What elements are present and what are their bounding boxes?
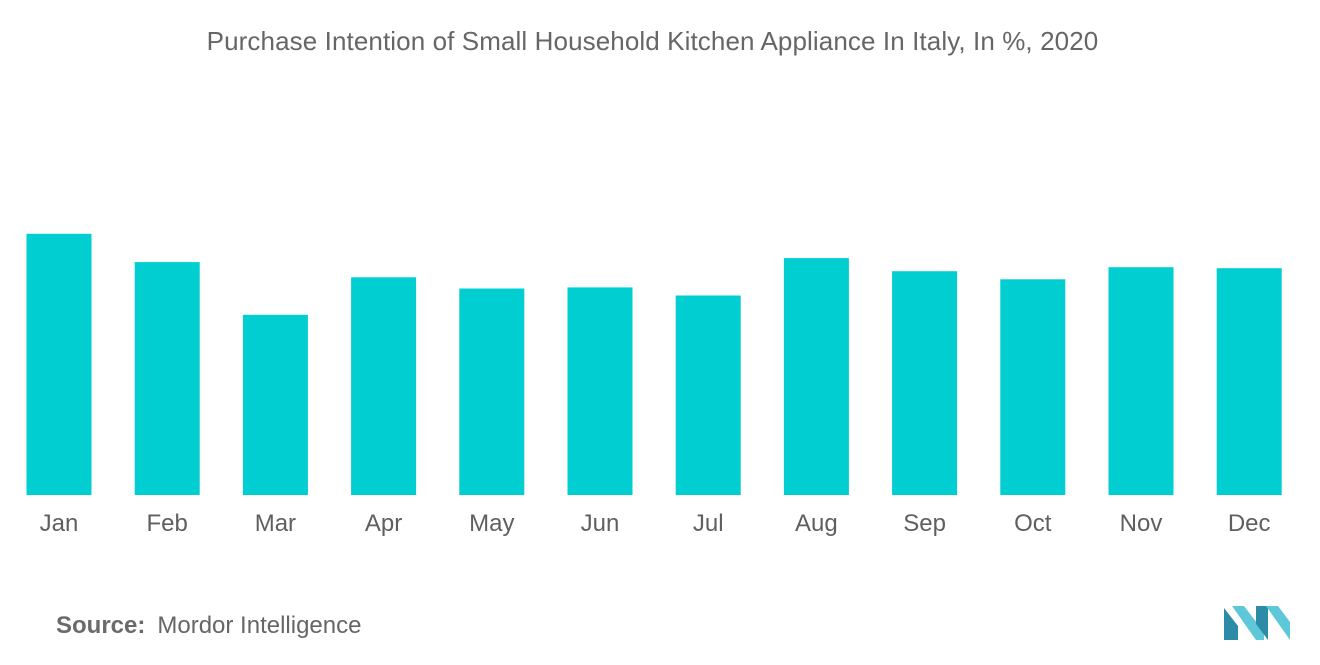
logo-shape-mid: [1232, 606, 1264, 640]
bar-apr: [351, 277, 417, 495]
x-axis-tick-labels: Jan Feb Mar Apr May Jun Jul Aug Sep Oct Nov Dec: [40, 510, 1271, 537]
mordor-intelligence-logo-icon: [1224, 606, 1290, 640]
bar-nov: [1108, 267, 1174, 495]
x-tick-label-mar: Mar: [255, 510, 296, 537]
bar-dec: [1216, 268, 1282, 495]
bar-jan: [26, 233, 92, 496]
bar-jul: [675, 295, 741, 495]
source-value: Mordor Intelligence: [157, 612, 362, 639]
source-label: Source:: [56, 612, 146, 639]
x-tick-label-feb: Feb: [147, 510, 188, 537]
bar-feb: [134, 262, 200, 495]
x-tick-label-dec: Dec: [1228, 510, 1271, 537]
x-tick-label-jun: Jun: [581, 510, 620, 537]
logo-shape-left: [1224, 608, 1238, 640]
logo-shape-mid-dark: [1256, 606, 1268, 640]
bar-mar: [242, 314, 308, 495]
x-tick-label-may: May: [469, 510, 514, 537]
logo-shape-right: [1266, 606, 1290, 640]
bar-may: [459, 288, 525, 495]
x-tick-label-nov: Nov: [1120, 510, 1163, 537]
chart-title: Purchase Intention of Small Household Ki…: [206, 26, 1099, 56]
x-tick-label-apr: Apr: [365, 510, 402, 537]
bars-group: [26, 233, 1282, 496]
bar-oct: [1000, 279, 1066, 495]
bar-sep: [892, 271, 958, 495]
bar-jun: [567, 287, 633, 495]
x-tick-label-sep: Sep: [903, 510, 946, 537]
x-tick-label-oct: Oct: [1014, 510, 1052, 537]
x-tick-label-aug: Aug: [795, 510, 838, 537]
bar-aug: [783, 258, 849, 495]
x-tick-label-jul: Jul: [693, 510, 724, 537]
bar-chart: Jan Feb Mar Apr May Jun Jul Aug Sep Oct Nov Dec: [26, 233, 1282, 537]
source-line: Source: Mordor Intelligence: [56, 612, 361, 640]
x-tick-label-jan: Jan: [40, 510, 79, 537]
